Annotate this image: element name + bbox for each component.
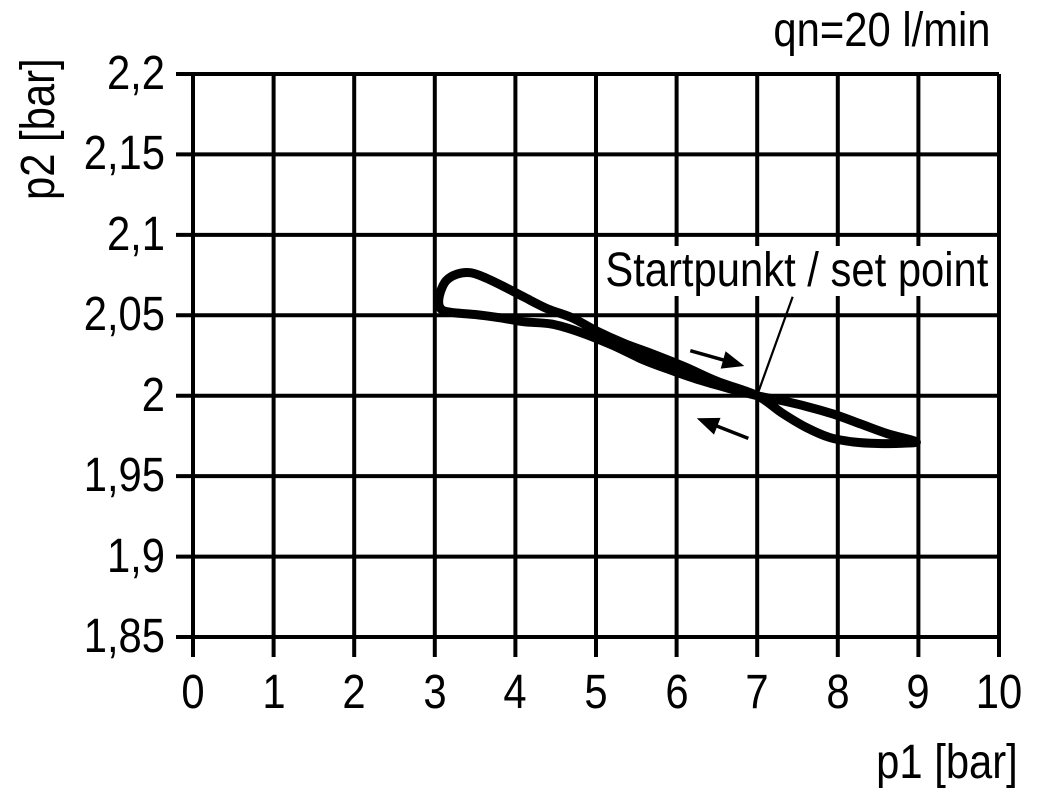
x-tick-label: 10 (975, 666, 1023, 719)
annotation-leader-line (755, 296, 794, 398)
return-direction-arrow-head (696, 417, 721, 435)
y-tick-label: 1,85 (83, 610, 165, 663)
x-tick-label: 6 (664, 666, 689, 719)
x-tick-label: 5 (584, 666, 608, 719)
y-tick-label: 2,15 (83, 127, 165, 181)
set-point-annotation: Startpunkt / set point (601, 245, 993, 297)
return-direction-arrow-shaft (711, 422, 749, 440)
x-tick-label: 9 (906, 666, 931, 719)
x-tick-label: 3 (423, 666, 447, 719)
y-tick-label: 1,95 (83, 449, 165, 503)
y-tick-label: 1,9 (106, 529, 165, 583)
forward-direction-arrow-head (720, 351, 745, 369)
hysteresis-curve (434, 268, 921, 449)
x-tick-label: 0 (181, 666, 205, 719)
flow-rate-label: qn=20 l/min (772, 4, 990, 57)
y-tick-label: 2 (141, 368, 165, 422)
x-tick-label: 4 (503, 666, 528, 719)
y-axis-title: p2 [bar] (12, 58, 65, 200)
x-tick-label: 8 (826, 666, 850, 719)
forward-direction-arrow-shaft (689, 348, 730, 364)
x-tick-label: 7 (745, 666, 769, 719)
x-tick-label: 1 (261, 666, 286, 719)
y-tick-label: 2,05 (83, 288, 165, 342)
y-tick-label: 2,1 (106, 207, 165, 261)
x-tick-label: 2 (342, 666, 366, 719)
x-axis-title: p1 [bar] (876, 736, 1018, 789)
y-tick-label: 2,2 (106, 47, 165, 100)
